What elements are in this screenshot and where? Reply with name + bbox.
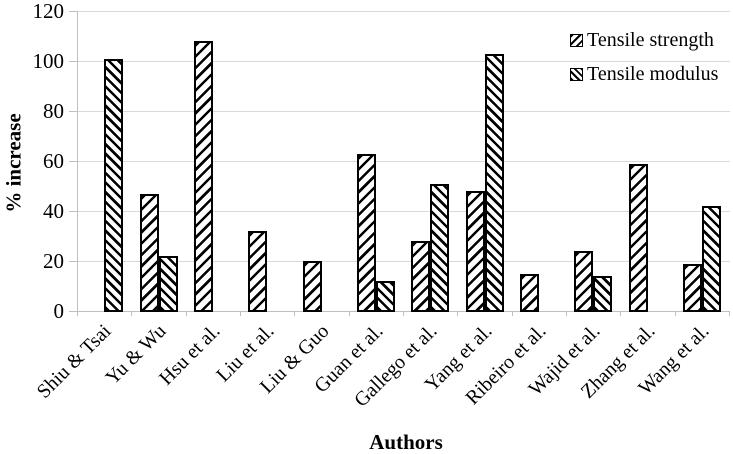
bar-tensile-strength — [248, 231, 268, 312]
bar-tensile-modulus — [701, 206, 721, 312]
bar-tensile-strength — [465, 191, 485, 312]
bar-tensile-modulus — [104, 58, 124, 312]
tensile-modulus-hatch-swatch-icon — [570, 67, 583, 81]
legend-item-tensile-strength: Tensile strength — [570, 29, 714, 51]
x-axis-tick — [403, 311, 404, 316]
y-tick-label: 100 — [32, 48, 65, 73]
x-axis-tick — [185, 311, 187, 316]
legend: Tensile strength Tensile modulus — [570, 29, 730, 89]
x-axis-tick — [511, 311, 513, 316]
y-axis-tick — [69, 161, 77, 162]
y-tick-label: 40 — [43, 198, 64, 223]
y-tick-label: 120 — [32, 0, 65, 23]
legend-label-tensile-strength: Tensile strength — [587, 29, 714, 51]
y-axis-tick — [69, 61, 77, 62]
legend-label-tensile-modulus: Tensile modulus — [587, 63, 719, 85]
y-axis-tick — [69, 211, 77, 212]
gridline — [77, 261, 730, 262]
x-axis-tick — [294, 311, 296, 316]
bar-tensile-modulus — [593, 276, 613, 312]
x-axis-title: Authors — [369, 430, 443, 454]
x-axis-tick — [77, 311, 78, 316]
y-tick-label: 60 — [43, 148, 64, 173]
bar-tensile-modulus — [484, 53, 504, 312]
x-axis-tick — [566, 311, 567, 316]
x-axis-tick — [620, 311, 622, 316]
bar-tensile-strength — [682, 263, 702, 312]
y-axis-tick — [69, 111, 77, 112]
bar-tensile-strength — [574, 251, 594, 312]
gridline — [77, 61, 730, 62]
y-axis-tick — [69, 261, 77, 262]
bar-tensile-modulus — [430, 183, 450, 312]
x-axis-tick — [457, 311, 459, 316]
bar-tensile-strength — [519, 273, 539, 312]
y-tick-label: 80 — [43, 98, 64, 123]
y-axis-tick — [69, 11, 77, 12]
x-axis-tick — [348, 311, 350, 316]
gridline — [77, 11, 730, 12]
bar-tensile-strength — [356, 153, 376, 312]
y-axis-line — [77, 11, 78, 316]
x-category-label: Shiu & Tsai — [32, 320, 116, 403]
bar-tensile-strength — [139, 193, 159, 312]
gridline — [77, 161, 730, 162]
bar-tensile-modulus — [375, 281, 395, 312]
x-axis-tick — [240, 311, 241, 316]
bar-tensile-strength — [411, 241, 431, 312]
x-axis-tick — [674, 311, 676, 316]
legend-item-tensile-modulus: Tensile modulus — [570, 63, 718, 85]
y-axis-tick — [69, 311, 77, 312]
gridline — [77, 211, 730, 212]
bar-tensile-strength — [302, 261, 322, 312]
x-axis-tick — [729, 311, 730, 316]
tensile-strength-hatch-swatch-icon — [570, 33, 583, 47]
gridline — [77, 111, 730, 112]
y-tick-label: 20 — [43, 248, 64, 273]
y-tick-label: 0 — [53, 298, 65, 323]
bar-tensile-strength — [193, 41, 213, 312]
x-axis-tick — [131, 311, 133, 316]
bar-tensile-strength — [628, 163, 648, 312]
bar-tensile-modulus — [158, 256, 178, 312]
